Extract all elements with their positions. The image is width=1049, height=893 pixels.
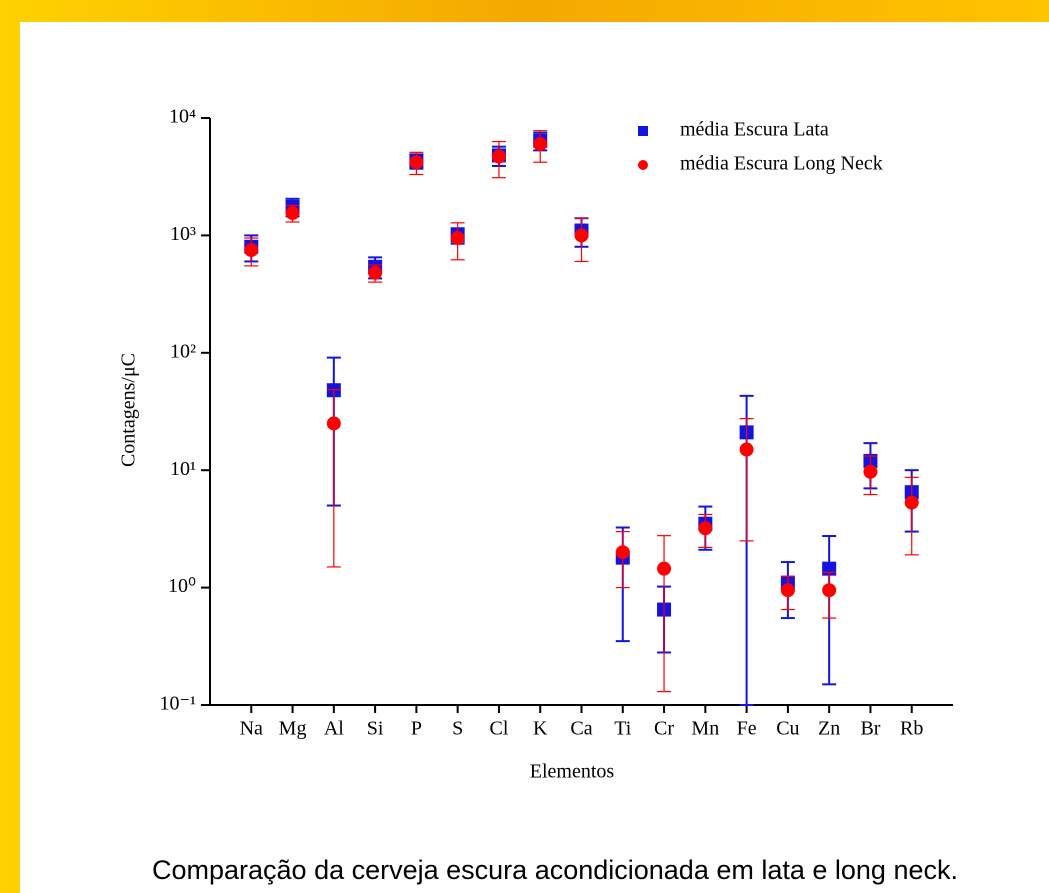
y-tick-label: 10⁻¹ bbox=[159, 693, 196, 715]
x-axis-label: Elementos bbox=[530, 761, 615, 783]
x-tick-label: Cl bbox=[489, 718, 508, 740]
point bbox=[739, 442, 754, 457]
y-tick-label: 10³ bbox=[170, 223, 196, 245]
y-tick-label: 10² bbox=[170, 340, 196, 362]
point bbox=[574, 228, 589, 243]
y-tick-label: 10¹ bbox=[170, 458, 196, 480]
point bbox=[780, 583, 795, 598]
x-tick-label: Fe bbox=[737, 718, 757, 740]
x-tick-label: K bbox=[533, 718, 548, 740]
point bbox=[863, 464, 878, 479]
point bbox=[698, 521, 713, 536]
caption: Comparação da cerveja escura acondiciona… bbox=[152, 855, 958, 885]
y-axis-label: Contagens/μC bbox=[118, 353, 140, 467]
error-bar bbox=[657, 535, 672, 693]
error-bar bbox=[615, 530, 630, 589]
x-tick-label: Cr bbox=[654, 718, 674, 740]
x-tick-label: Si bbox=[367, 718, 384, 740]
x-tick-label: Al bbox=[324, 718, 344, 740]
point bbox=[615, 545, 630, 560]
point bbox=[285, 206, 300, 221]
x-tick-label: Cu bbox=[776, 718, 799, 740]
y-tick-label: 10⁴ bbox=[169, 106, 196, 128]
point bbox=[904, 495, 919, 510]
x-tick-label: Na bbox=[240, 718, 263, 740]
point bbox=[326, 416, 341, 431]
legend-marker bbox=[638, 126, 648, 136]
x-tick-label: P bbox=[411, 718, 422, 740]
panel bbox=[20, 22, 1049, 893]
x-tick-label: Mn bbox=[691, 718, 719, 740]
x-tick-label: Zn bbox=[818, 718, 840, 740]
point bbox=[491, 149, 506, 164]
x-tick-label: Br bbox=[860, 718, 880, 740]
x-tick-label: Ca bbox=[570, 718, 592, 740]
point bbox=[409, 155, 424, 170]
legend-label: média Escura Lata bbox=[680, 119, 829, 141]
point bbox=[450, 231, 465, 246]
error-bar bbox=[739, 418, 754, 542]
x-tick-label: Rb bbox=[900, 718, 923, 740]
point bbox=[533, 137, 548, 152]
legend-marker bbox=[638, 160, 648, 170]
legend-label: média Escura Long Neck bbox=[680, 153, 883, 175]
error-bar bbox=[904, 476, 919, 556]
y-tick-label: 10⁰ bbox=[168, 575, 196, 597]
x-tick-label: S bbox=[452, 718, 463, 740]
point bbox=[368, 265, 383, 280]
point bbox=[244, 243, 259, 258]
x-tick-label: Mg bbox=[279, 718, 307, 740]
point bbox=[657, 561, 672, 576]
x-tick-label: Ti bbox=[614, 718, 632, 740]
point bbox=[822, 583, 837, 598]
